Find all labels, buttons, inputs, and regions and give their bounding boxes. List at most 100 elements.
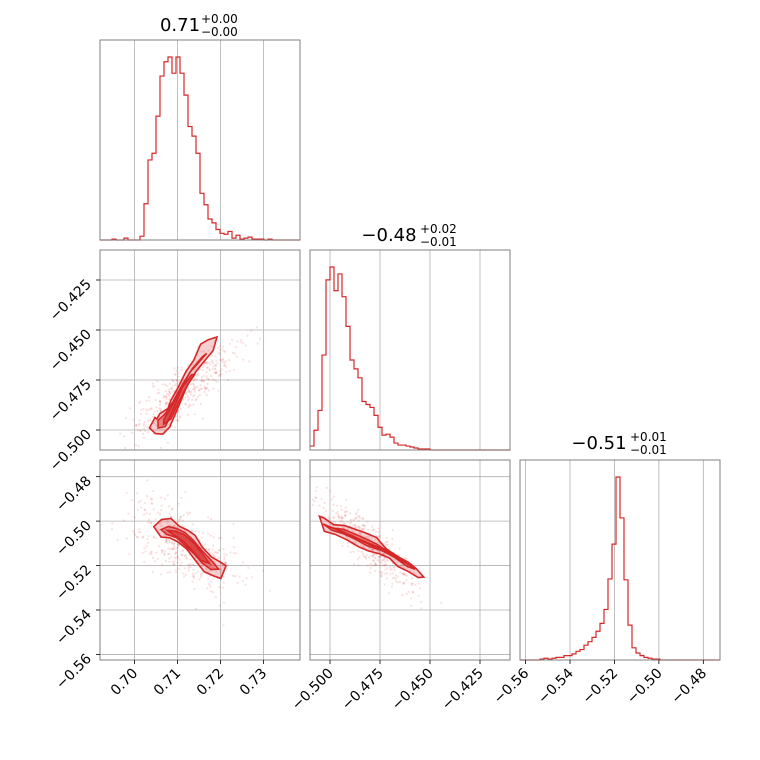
sample-point [199, 387, 202, 390]
sample-point [188, 391, 191, 394]
sample-point [195, 374, 198, 377]
sample-point [132, 418, 135, 421]
sample-point [222, 581, 225, 584]
sample-point [344, 514, 347, 517]
sample-point [386, 567, 389, 570]
sample-point [334, 521, 337, 524]
sample-point [381, 559, 384, 562]
sample-point [192, 378, 195, 381]
sample-point [200, 378, 203, 381]
sample-point [405, 592, 408, 596]
sample-point [207, 349, 210, 352]
sample-point [352, 550, 355, 553]
sample-point [203, 388, 206, 391]
sample-point [373, 556, 377, 559]
sample-point [193, 413, 196, 416]
sample-point [403, 572, 406, 575]
sample-point [242, 342, 245, 345]
sample-point [193, 370, 196, 373]
sample-point [364, 556, 367, 559]
hist-panel-2: −0.56 −0.54 −0.52 −0.50 −0.48 [491, 459, 721, 707]
sample-point [155, 527, 158, 530]
sample-point [364, 555, 367, 558]
sample-point [398, 547, 401, 550]
sample-point [147, 431, 150, 434]
sample-point [187, 563, 190, 566]
sample-point [381, 559, 384, 562]
sample-point [167, 388, 170, 391]
sample-point [352, 563, 356, 566]
sample-point [205, 387, 208, 390]
sample-point [151, 556, 155, 560]
sample-point [394, 577, 397, 580]
sample-point [195, 398, 198, 401]
sample-point [389, 568, 392, 571]
sample-point [346, 510, 349, 513]
pair-panel-1-2: −0.500 −0.475 −0.450 −0.425 [289, 459, 511, 713]
sample-point [161, 549, 164, 552]
sample-point [146, 409, 149, 412]
sample-point [177, 419, 180, 422]
sample-point [140, 429, 143, 432]
sample-point [372, 548, 375, 551]
sample-point [212, 387, 215, 390]
sample-point [222, 565, 225, 568]
sample-point [151, 385, 154, 388]
sample-point [173, 373, 176, 376]
sample-point [224, 350, 227, 353]
sample-point [357, 549, 360, 552]
sample-point [349, 522, 352, 525]
sample-point [322, 507, 325, 510]
sample-point [191, 388, 195, 391]
sample-point [183, 567, 186, 570]
sample-point [311, 503, 314, 506]
sample-point [232, 551, 235, 554]
sample-point [138, 400, 141, 403]
sample-point [336, 510, 339, 514]
sample-point [133, 516, 136, 519]
sample-point [404, 573, 407, 577]
sample-point [216, 551, 219, 555]
sample-point [209, 363, 212, 366]
sample-point [371, 525, 374, 528]
sample-point [394, 574, 397, 577]
sample-point [255, 326, 258, 329]
sample-point [192, 577, 195, 580]
sample-point [394, 580, 397, 583]
sample-point [378, 560, 381, 563]
title-param-1-plus: +0.02 [420, 222, 457, 236]
density-contour-3 [329, 526, 408, 565]
sample-point [200, 350, 203, 353]
sample-point [167, 394, 170, 397]
sample-point [147, 535, 150, 538]
y-tick-label: −0.425 [47, 277, 95, 325]
sample-point [177, 410, 180, 413]
sample-point [194, 572, 197, 575]
sample-point [181, 549, 184, 553]
sample-point [403, 573, 406, 577]
sample-point [377, 535, 380, 539]
sample-point [213, 368, 216, 371]
sample-point [374, 563, 377, 566]
sample-point [232, 546, 235, 549]
sample-point [325, 486, 328, 489]
sample-point [414, 583, 417, 586]
sample-point [378, 555, 381, 558]
sample-point [358, 531, 361, 535]
sample-point [158, 522, 161, 526]
sample-point [150, 521, 153, 524]
sample-point [386, 543, 389, 546]
sample-point [184, 391, 187, 394]
sample-point [371, 548, 374, 551]
sample-point [228, 359, 231, 362]
sample-point [170, 508, 173, 511]
sample-point [348, 538, 352, 541]
sample-point [417, 582, 420, 585]
sample-point [110, 528, 114, 531]
sample-point [224, 360, 227, 363]
sample-point [186, 511, 189, 514]
sample-point [145, 495, 148, 498]
sample-point [158, 391, 161, 394]
sample-point [383, 572, 386, 575]
sample-point [171, 390, 174, 393]
